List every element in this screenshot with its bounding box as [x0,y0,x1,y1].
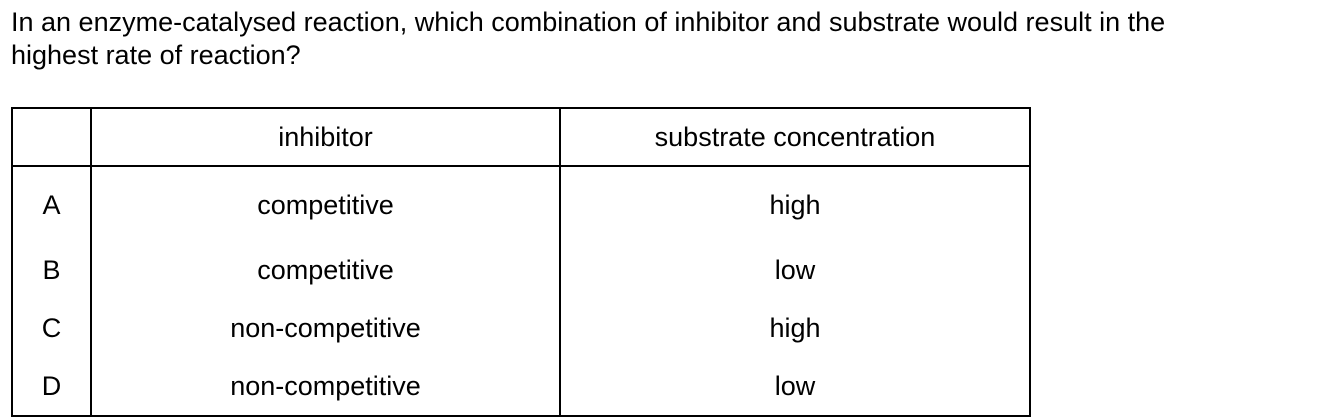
substrate-cell: low [559,357,1030,416]
answer-table: inhibitor substrate concentration A comp… [11,107,1031,417]
question-line-1: In an enzyme-catalysed reaction, which c… [11,7,1166,37]
option-letter: D [41,370,62,401]
table-header-row: inhibitor substrate concentration [12,108,1030,167]
table-row-option-b: B competitive low [12,241,1030,299]
header-option [12,108,91,167]
option-letter: C [41,312,62,343]
inhibitor-cell: competitive [90,241,560,299]
header-substrate-concentration: substrate concentration [559,108,1030,167]
inhibitor-cell: non-competitive [90,357,560,416]
table-row-option-a: A competitive high [12,166,1030,241]
substrate-cell: low [559,241,1030,299]
header-inhibitor: inhibitor [90,108,560,167]
option-letter: B [42,254,61,285]
inhibitor-cell: competitive [90,166,560,241]
option-letter: A [42,189,61,220]
table-row-option-d: D non-competitive low [12,357,1030,416]
substrate-cell: high [559,166,1030,241]
question-line-2: highest rate of reaction? [11,40,301,70]
table-row-option-c: C non-competitive high [12,299,1030,357]
inhibitor-cell: non-competitive [90,299,560,357]
substrate-cell: high [559,299,1030,357]
question-text: In an enzyme-catalysed reaction, which c… [11,6,1336,72]
